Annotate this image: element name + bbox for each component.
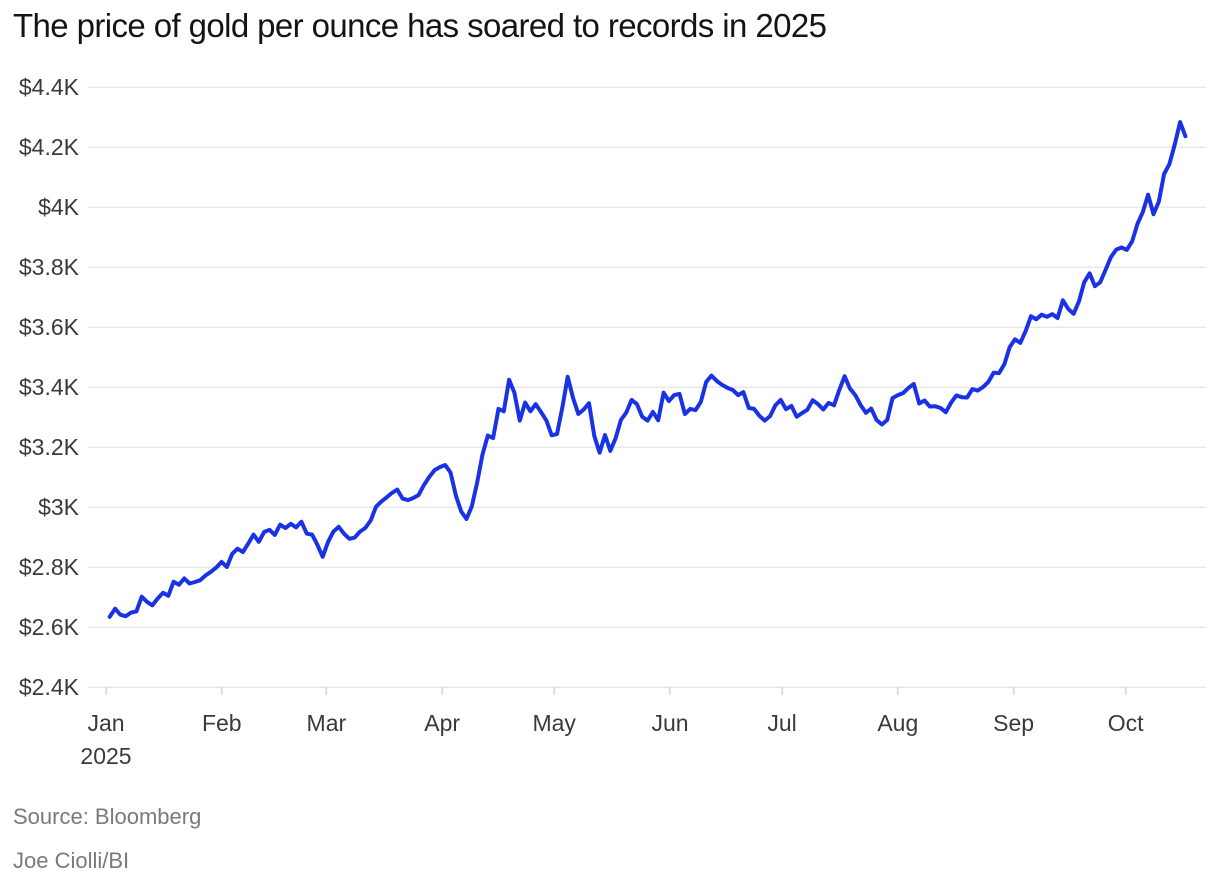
- x-axis-tick-label: May: [532, 710, 576, 736]
- x-axis-tick-label: Sep: [993, 710, 1034, 736]
- x-axis-tick-label: Jun: [651, 710, 688, 736]
- x-axis-tick-label: Feb: [202, 710, 242, 736]
- y-axis-tick-label: $4K: [38, 194, 80, 220]
- y-axis-tick-label: $3.4K: [19, 374, 80, 400]
- x-axis-tick-label: Apr: [424, 710, 460, 736]
- chart-title: The price of gold per ounce has soared t…: [13, 7, 827, 44]
- y-axis-tick-label: $2.4K: [19, 674, 80, 700]
- y-axis-tick-label: $4.2K: [19, 134, 80, 160]
- y-axis-tick-label: $2.8K: [19, 554, 80, 580]
- x-axis-tick-label: Jul: [767, 710, 796, 736]
- x-axis-tick-label: Mar: [307, 710, 347, 736]
- y-axis-tick-label: $3K: [38, 494, 80, 520]
- y-axis-tick-label: $3.6K: [19, 314, 80, 340]
- y-axis-tick-label: $3.8K: [19, 254, 80, 280]
- gold-price-line: [107, 120, 1188, 619]
- source-label: Source: Bloomberg: [13, 804, 202, 829]
- y-axis-tick-label: $4.4K: [19, 74, 80, 100]
- y-axis-tick-label: $3.2K: [19, 434, 80, 460]
- x-axis-year-label: 2025: [80, 743, 131, 769]
- y-axis-tick-label: $2.6K: [19, 614, 80, 640]
- x-axis-tick-label: Jan: [87, 710, 124, 736]
- x-axis-tick-label: Oct: [1108, 710, 1144, 736]
- x-axis-tick-label: Aug: [877, 710, 918, 736]
- credit-label: Joe Ciolli/BI: [13, 848, 130, 873]
